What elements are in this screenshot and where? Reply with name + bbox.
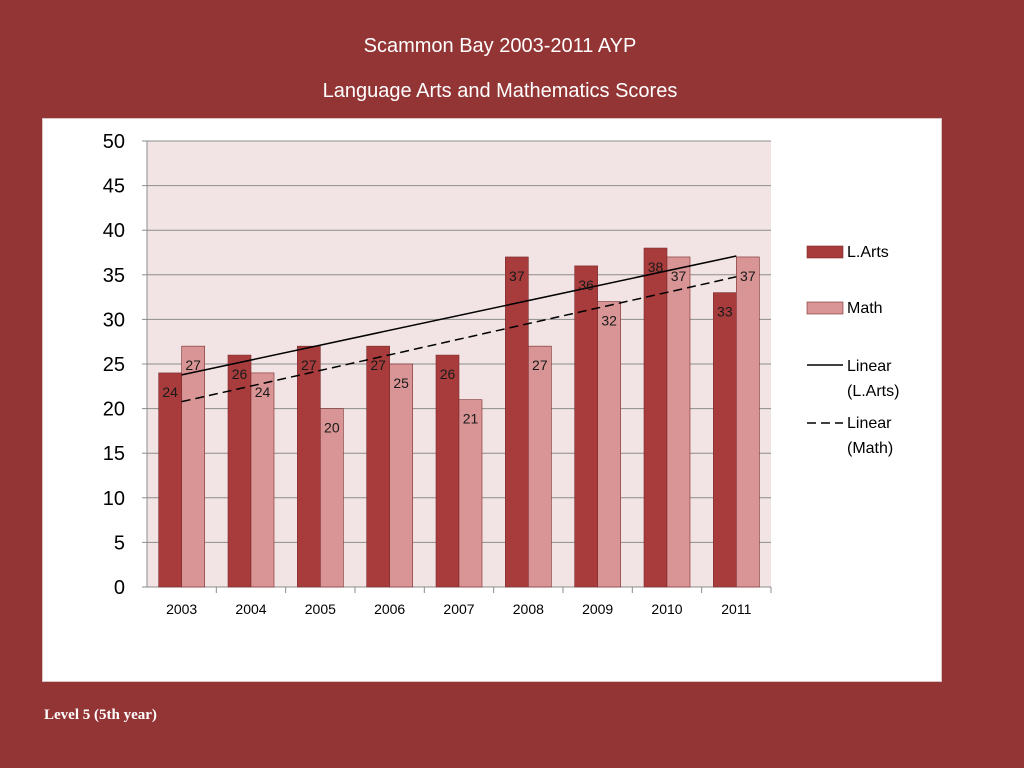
footer-level-text: Level 5 (5th year) — [44, 707, 157, 723]
bar-math — [320, 408, 344, 588]
legend-label-larts: L.Arts — [847, 244, 889, 261]
bar-math — [597, 301, 621, 588]
bar-math — [389, 363, 413, 588]
chart-panel: 0 5 10 15 20 25 30 35 40 45 50 2003 2004 2005 2006 2007… — [42, 118, 942, 682]
trendline-math — [181, 276, 737, 403]
x-tick-label: 2003 — [166, 601, 197, 617]
x-tick-label: 2011 — [721, 601, 751, 617]
y-tick-label: 50 — [103, 131, 125, 153]
data-label-larts: 37 — [509, 268, 525, 284]
bar-larts — [713, 292, 737, 588]
bar-chart: 0 5 10 15 20 25 30 35 40 45 50 2003 2004 2005 2006 2007… — [103, 131, 900, 617]
data-label-larts: 26 — [440, 366, 456, 382]
y-tick-label: 0 — [114, 577, 125, 599]
data-label-math: 24 — [255, 384, 271, 400]
bar-larts — [227, 354, 252, 588]
chart-subtitle: Language Arts and Mathematics Scores — [322, 80, 678, 102]
bar-math — [250, 372, 275, 588]
bar-larts — [297, 345, 321, 588]
data-label-larts: 36 — [578, 277, 594, 293]
x-tick-label: 2008 — [513, 601, 544, 617]
x-tick-label: 2007 — [443, 601, 474, 617]
y-tick-label: 25 — [103, 354, 125, 376]
data-label-math: 25 — [393, 375, 409, 391]
trendline-larts — [181, 255, 737, 376]
data-label-math: 32 — [601, 313, 617, 329]
bar-math — [736, 256, 760, 588]
x-tick-label: 2009 — [582, 601, 613, 617]
data-label-larts: 26 — [232, 366, 248, 382]
bar-math — [181, 345, 205, 588]
y-tick-label: 15 — [103, 443, 125, 465]
legend-label-trend-larts: Linear (L.Arts) — [847, 358, 899, 400]
data-label-math: 27 — [185, 357, 201, 373]
bar-larts — [505, 256, 529, 588]
data-label-math: 27 — [532, 357, 548, 373]
x-tick-label: 2006 — [374, 601, 405, 617]
bar-larts — [574, 265, 598, 588]
x-tick-label: 2004 — [235, 601, 266, 617]
chart-title: Scammon Bay 2003-2011 AYP — [363, 35, 637, 57]
legend-label-trend-math: Linear (Math) — [847, 415, 893, 457]
bar-math — [666, 256, 691, 588]
y-tick-label: 45 — [103, 176, 125, 198]
data-label-math: 37 — [671, 268, 687, 284]
bar-larts — [643, 247, 668, 588]
x-tick-label: 2005 — [305, 601, 336, 617]
legend-swatch-larts — [806, 245, 844, 259]
data-label-larts: 27 — [301, 357, 317, 373]
data-label-math: 37 — [740, 268, 756, 284]
y-tick-label: 35 — [103, 265, 125, 287]
y-tick-label: 20 — [103, 399, 125, 421]
y-tick-label: 10 — [103, 488, 125, 510]
bar-larts — [158, 372, 182, 588]
data-label-larts: 38 — [648, 259, 664, 275]
bar-math — [528, 345, 552, 588]
y-tick-label: 5 — [114, 532, 125, 554]
legend-label-math: Math — [847, 300, 883, 317]
data-label-math: 20 — [324, 420, 340, 436]
data-label-larts: 27 — [370, 357, 386, 373]
legend-swatch-math — [806, 301, 844, 315]
bar-larts — [366, 345, 390, 588]
x-tick-label: 2010 — [651, 601, 682, 617]
y-tick-label: 30 — [103, 309, 125, 331]
bar-math — [458, 399, 483, 588]
data-label-larts: 24 — [162, 384, 178, 400]
data-label-larts: 33 — [717, 304, 733, 320]
data-label-math: 21 — [463, 411, 479, 427]
y-tick-label: 40 — [103, 220, 125, 242]
bar-larts — [435, 354, 460, 588]
